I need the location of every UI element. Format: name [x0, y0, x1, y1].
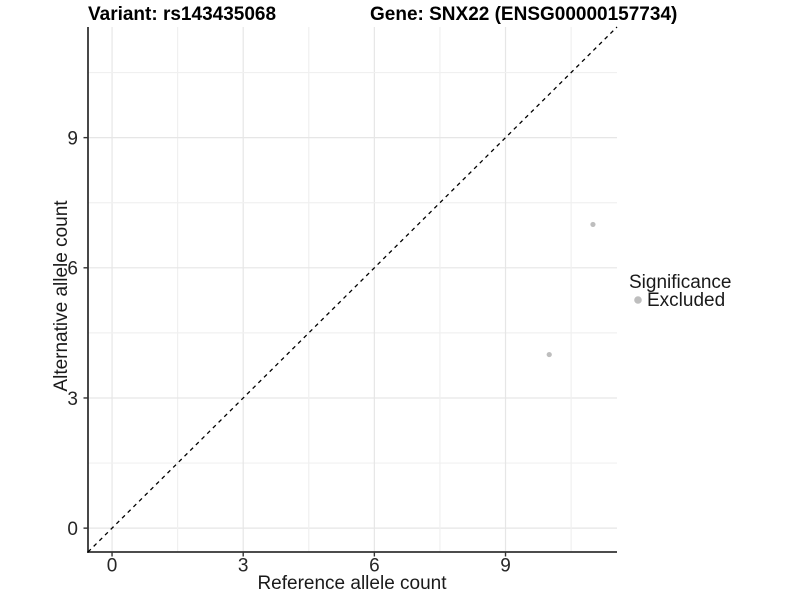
x-axis-title: Reference allele count — [257, 573, 447, 594]
legend-item-label: Excluded — [647, 290, 725, 311]
plot-title-variant: Variant: rs143435068 — [88, 4, 276, 25]
y-tick-label: 0 — [67, 519, 78, 540]
x-tick-label: 0 — [107, 556, 118, 577]
data-point — [590, 221, 596, 228]
gridlines — [88, 27, 617, 552]
plot-title-gene: Gene: SNX22 (ENSG00000157734) — [370, 4, 677, 25]
y-tick-label: 3 — [67, 389, 78, 410]
legend: Significance Excluded — [629, 272, 731, 311]
legend-title: Significance — [629, 272, 731, 293]
x-tick-label: 3 — [238, 556, 249, 577]
data-points — [546, 221, 596, 358]
x-tick-label: 9 — [500, 556, 511, 577]
identity-dashed-line — [87, 26, 618, 553]
x-tick-label: 6 — [369, 556, 380, 577]
identity-line — [87, 26, 618, 553]
legend-key-dot-icon — [634, 296, 642, 304]
y-axis-title: Alternative allele count — [51, 200, 72, 392]
data-point — [546, 351, 552, 358]
y-tick-label: 6 — [67, 259, 78, 280]
axes: 0 3 6 9 0 3 6 9 — [67, 27, 617, 577]
y-tick-label: 9 — [67, 128, 78, 149]
